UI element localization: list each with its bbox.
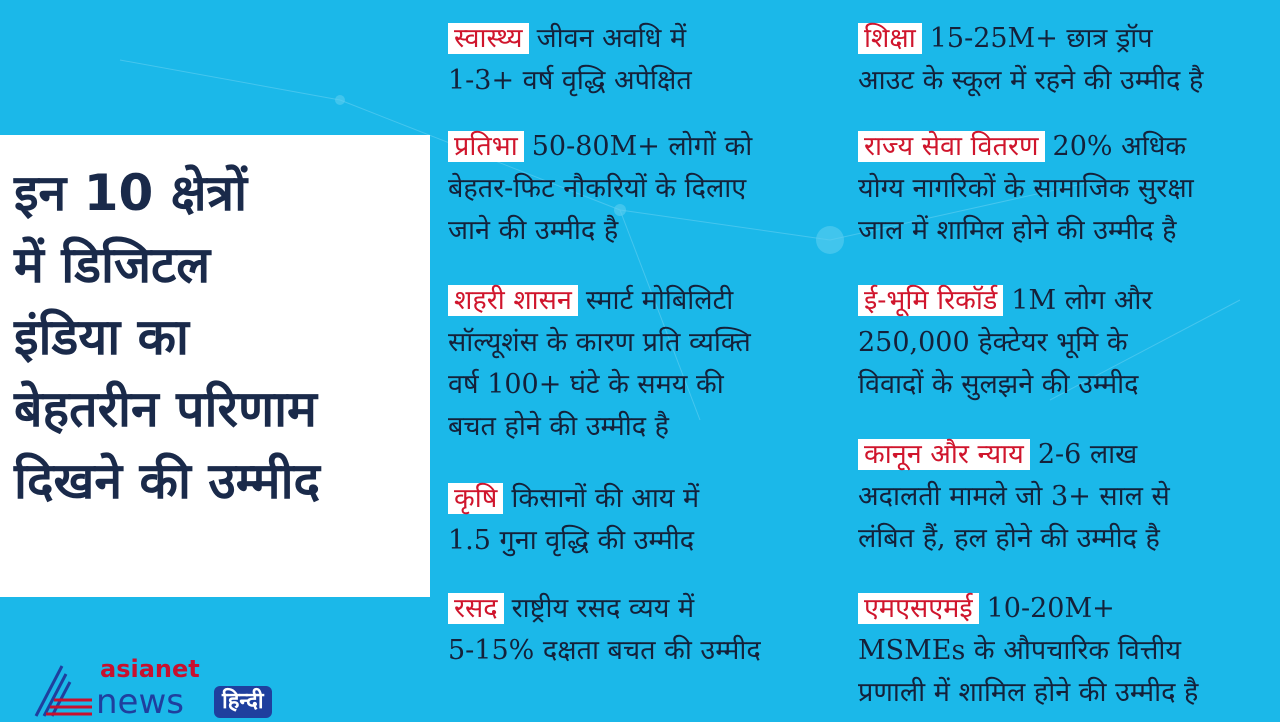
headline-line: इंडिया का (14, 308, 189, 366)
outcome-text: राष्ट्रीय रसद व्यय में (511, 593, 695, 624)
sector-label: ई-भूमि रिकॉर्ड (858, 285, 1004, 316)
outcome-line: जाल में शामिल होने की उम्मीद है (858, 210, 1194, 252)
outcome-text: योग्य नागरिकों के सामाजिक सुरक्षा (858, 173, 1194, 204)
outcome-text: जाल में शामिल होने की उम्मीद है (858, 215, 1177, 246)
sector-label: शहरी शासन (448, 285, 578, 316)
headline-line: बेहतरीन परिणाम (14, 380, 317, 438)
logo-hindi-badge: हिन्दी (214, 686, 272, 718)
outcome-line: MSMEs के औपचारिक वित्तीय (858, 630, 1198, 672)
outcome-line: स्वास्थ्य जीवन अवधि में (448, 18, 692, 60)
outcome-item: स्वास्थ्य जीवन अवधि में 1-3+ वर्ष वृद्धि अ… (448, 18, 692, 102)
outcome-text: किसानों की आय में (511, 483, 700, 514)
outcome-text: स्मार्ट मोबिलिटी (585, 285, 734, 316)
outcome-text: 15-25M+ छात्र ड्रॉप (929, 23, 1153, 54)
outcome-line: सॉल्यूशंस के कारण प्रति व्यक्ति (448, 322, 751, 364)
outcome-text: 1-3+ वर्ष वृद्धि अपेक्षित (448, 65, 692, 96)
headline-box: इन 10 क्षेत्रों में डिजिटल इंडिया का बेह… (0, 135, 430, 597)
outcome-text: बेहतर-फिट नौकरियों के दिलाए (448, 173, 747, 204)
outcome-line: 1.5 गुना वृद्धि की उम्मीद (448, 520, 699, 562)
outcome-text: MSMEs के औपचारिक वित्तीय (858, 635, 1182, 666)
outcome-text: 250,000 हेक्टेयर भूमि के (858, 327, 1128, 358)
outcome-line: शिक्षा 15-25M+ छात्र ड्रॉप (858, 18, 1203, 60)
outcome-text: आउट के स्कूल में रहने की उम्मीद है (858, 65, 1204, 96)
outcome-line: कृषि किसानों की आय में (448, 478, 699, 520)
outcome-item: शहरी शासन स्मार्ट मोबिलिटी सॉल्यूशंस के का… (448, 280, 751, 448)
outcome-line: आउट के स्कूल में रहने की उम्मीद है (858, 60, 1203, 102)
outcome-line: एमएसएमई 10-20M+ (858, 588, 1198, 630)
outcome-text: जीवन अवधि में (536, 23, 687, 54)
outcome-line: 1-3+ वर्ष वृद्धि अपेक्षित (448, 60, 692, 102)
outcome-line: विवादों के सुलझने की उम्मीद (858, 364, 1152, 406)
outcome-text: 1M लोग और (1011, 285, 1153, 316)
headline-line: दिखने की उम्मीद (14, 452, 321, 510)
outcome-line: बेहतर-फिट नौकरियों के दिलाए (448, 168, 752, 210)
outcome-line: 250,000 हेक्टेयर भूमि के (858, 322, 1152, 364)
outcome-item: एमएसएमई 10-20M+ MSMEs के औपचारिक वित्तीय प्… (858, 588, 1198, 714)
asianet-logo-icon (34, 665, 92, 717)
sector-label: शिक्षा (858, 23, 922, 54)
outcome-line: बचत होने की उम्मीद है (448, 406, 751, 448)
outcome-line: अदालती मामले जो 3+ साल से (858, 476, 1170, 518)
outcome-text: 10-20M+ (986, 593, 1115, 624)
headline-line: में डिजिटल (14, 236, 211, 294)
outcome-text: बचत होने की उम्मीद है (448, 411, 670, 442)
asianet-news-hindi-logo: asianet news हिन्दी (34, 656, 334, 720)
sector-label: कृषि (448, 483, 504, 514)
outcome-item: कानून और न्याय 2-6 लाख अदालती मामले जो 3+ … (858, 434, 1170, 560)
outcome-text: वर्ष 100+ घंटे के समय की (448, 369, 724, 400)
sector-label: राज्य सेवा वितरण (858, 131, 1045, 162)
outcome-text: 5-15% दक्षता बचत की उम्मीद (448, 635, 761, 666)
outcome-text: लंबित हैं, हल होने की उम्मीद है (858, 523, 1160, 554)
outcome-item: कृषि किसानों की आय में 1.5 गुना वृद्धि की … (448, 478, 699, 562)
outcome-line: प्रणाली में शामिल होने की उम्मीद है (858, 672, 1198, 714)
outcome-line: राज्य सेवा वितरण 20% अधिक (858, 126, 1194, 168)
outcome-text: 1.5 गुना वृद्धि की उम्मीद (448, 525, 695, 556)
outcome-line: जाने की उम्मीद है (448, 210, 752, 252)
outcome-text: सॉल्यूशंस के कारण प्रति व्यक्ति (448, 327, 751, 358)
outcome-text: प्रणाली में शामिल होने की उम्मीद है (858, 677, 1199, 708)
sector-label: एमएसएमई (858, 593, 979, 624)
outcome-text: अदालती मामले जो 3+ साल से (858, 481, 1170, 512)
outcome-text: 2-6 लाख (1037, 439, 1138, 470)
outcome-text: 50-80M+ लोगों को (531, 131, 753, 162)
outcome-line: प्रतिभा 50-80M+ लोगों को (448, 126, 752, 168)
logo-news-text: news (96, 682, 184, 722)
outcome-item: शिक्षा 15-25M+ छात्र ड्रॉप आउट के स्कूल मे… (858, 18, 1203, 102)
outcome-line: कानून और न्याय 2-6 लाख (858, 434, 1170, 476)
sector-label: प्रतिभा (448, 131, 524, 162)
outcome-item: ई-भूमि रिकॉर्ड 1M लोग और 250,000 हेक्टेयर … (858, 280, 1152, 406)
sector-label: रसद (448, 593, 504, 624)
logo-asianet-text: asianet (100, 655, 200, 683)
headline-line: इन 10 क्षेत्रों (14, 164, 248, 222)
outcome-line: वर्ष 100+ घंटे के समय की (448, 364, 751, 406)
outcome-text: 20% अधिक (1052, 131, 1187, 162)
outcome-text: विवादों के सुलझने की उम्मीद (858, 369, 1139, 400)
outcome-line: लंबित हैं, हल होने की उम्मीद है (858, 518, 1170, 560)
sector-label: कानून और न्याय (858, 439, 1030, 470)
outcome-line: रसद राष्ट्रीय रसद व्यय में (448, 588, 761, 630)
outcome-line: ई-भूमि रिकॉर्ड 1M लोग और (858, 280, 1152, 322)
outcome-item: प्रतिभा 50-80M+ लोगों को बेहतर-फिट नौकरियो… (448, 126, 752, 252)
outcome-item: राज्य सेवा वितरण 20% अधिक योग्य नागरिकों क… (858, 126, 1194, 252)
outcome-item: रसद राष्ट्रीय रसद व्यय में 5-15% दक्षता बच… (448, 588, 761, 672)
outcome-text: जाने की उम्मीद है (448, 215, 619, 246)
outcome-line: शहरी शासन स्मार्ट मोबिलिटी (448, 280, 751, 322)
outcome-line: 5-15% दक्षता बचत की उम्मीद (448, 630, 761, 672)
sector-label: स्वास्थ्य (448, 23, 529, 54)
outcome-line: योग्य नागरिकों के सामाजिक सुरक्षा (858, 168, 1194, 210)
